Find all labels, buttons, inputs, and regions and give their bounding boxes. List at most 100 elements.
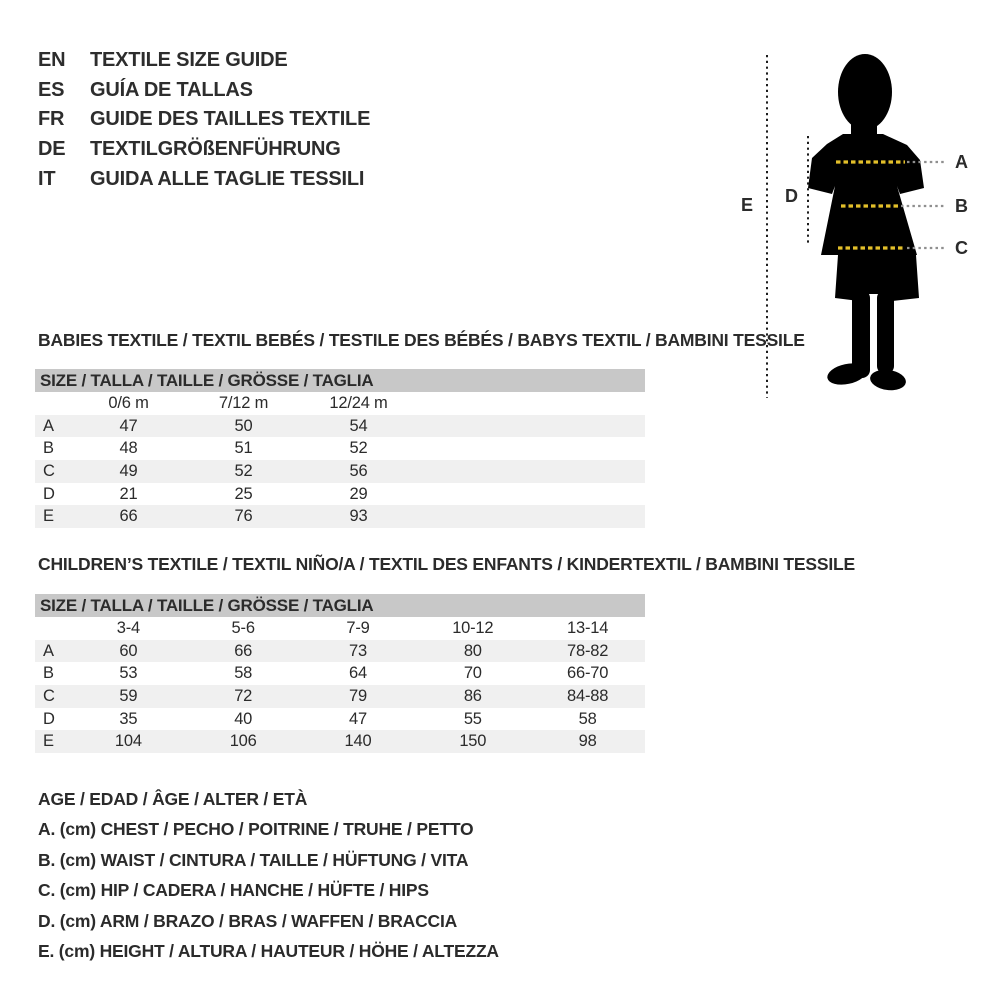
table-cell: 54 [349, 416, 368, 435]
row-label: D [43, 709, 55, 728]
table-cell: 60 [119, 641, 138, 660]
table-row: E 104 106 140 150 98 [35, 730, 645, 754]
language-row-it: IT GUIDA ALLE TAGLIE TESSILI [38, 164, 370, 194]
silhouette-shorts [835, 255, 919, 302]
table-cell: 47 [119, 416, 138, 435]
table-cell: 93 [349, 507, 368, 526]
table-cell: 98 [578, 732, 597, 751]
language-code: EN [38, 49, 66, 72]
chest-label: A [955, 152, 968, 172]
table-cell: 66 [234, 641, 253, 660]
row-label: E [43, 507, 54, 526]
silhouette-left-leg [852, 290, 870, 378]
babies-section-title: BABIES TEXTILE / TEXTIL BEBÉS / TESTILE … [38, 330, 805, 350]
table-cell: 21 [119, 484, 138, 503]
table-cell: 78-82 [567, 641, 609, 660]
column-header: 7/12 m [218, 394, 269, 412]
table-row: C 59 72 79 86 84-88 [35, 685, 645, 708]
language-row-de: DE TEXTILGRÖßENFÜHRUNG [38, 135, 370, 165]
table-cell: 150 [459, 732, 487, 751]
table-row: D 21 25 29 [35, 483, 645, 506]
table-cell: 55 [463, 709, 482, 728]
table-cell: 104 [114, 732, 142, 751]
table-cell: 59 [119, 687, 138, 706]
language-title: TEXTILGRÖßENFÜHRUNG [90, 138, 341, 161]
silhouette-right-leg [877, 290, 894, 374]
legend-arm: D. (cm) ARM / BRAZO / BRAS / WAFFEN / BR… [38, 910, 458, 931]
measurement-legend: AGE / EDAD / ÂGE / ALTER / ETÀ A. (cm) C… [38, 784, 499, 966]
hip-label: C [955, 238, 968, 258]
silhouette-right-foot [870, 369, 906, 391]
column-header: 3-4 [116, 619, 140, 637]
table-row: C 49 52 56 [35, 460, 645, 483]
row-label: B [43, 664, 54, 683]
column-header: 10-12 [452, 619, 494, 637]
babies-size-table: SIZE / TALLA / TAILLE / GRÖSSE / TAGLIA … [35, 369, 645, 529]
table-cell: 25 [234, 484, 253, 503]
child-silhouette [808, 54, 924, 391]
table-cell: 76 [234, 507, 253, 526]
legend-hip: C. (cm) HIP / CADERA / HANCHE / HÜFTE / … [38, 880, 429, 901]
table-cell: 72 [234, 687, 253, 706]
table-row: A 60 66 73 80 78-82 [35, 639, 645, 663]
table-cell: 58 [578, 709, 597, 728]
children-size-table: SIZE / TALLA / TAILLE / GRÖSSE / TAGLIA … [35, 594, 645, 754]
table-cell: 140 [344, 732, 372, 751]
table-cell: 52 [234, 462, 253, 481]
table-cell: 64 [349, 664, 367, 683]
table-cell: 40 [234, 709, 253, 728]
language-list: EN TEXTILE SIZE GUIDE ES GUÍA DE TALLAS … [38, 46, 370, 194]
table-cell: 49 [119, 462, 138, 481]
column-header-row: 3-4 5-6 7-9 10-12 13-14 [35, 617, 645, 640]
language-row-fr: FR GUIDE DES TAILLES TEXTILE [38, 105, 370, 135]
row-label [35, 617, 71, 640]
table-cell: 53 [119, 664, 138, 683]
language-code: IT [38, 167, 56, 190]
row-label: A [43, 416, 54, 435]
table-cell: 52 [349, 439, 368, 458]
table-cell: 58 [234, 664, 253, 683]
table-cell: 66 [119, 507, 138, 526]
column-header-row: 0/6 m 7/12 m 12/24 m [35, 392, 645, 415]
table-cell: 79 [349, 687, 367, 706]
column-header: 7-9 [346, 619, 370, 637]
children-section-title: CHILDREN’S TEXTILE / TEXTIL NIÑO/A / TEX… [38, 554, 855, 574]
table-row: B 48 51 52 [35, 437, 645, 460]
silhouette-head [838, 54, 892, 130]
table-cell: 73 [349, 641, 367, 660]
size-header-bar: SIZE / TALLA / TAILLE / GRÖSSE / TAGLIA [35, 594, 645, 617]
column-header: 12/24 m [329, 394, 388, 412]
height-label: E [741, 195, 753, 215]
row-label: E [43, 732, 54, 751]
legend-height: E. (cm) HEIGHT / ALTURA / HAUTEUR / HÖHE… [38, 940, 499, 961]
table-cell: 29 [349, 484, 368, 503]
table-cell: 35 [119, 709, 138, 728]
table-row: D 35 40 47 55 58 [35, 708, 645, 731]
language-code: DE [38, 138, 66, 161]
table-cell: 51 [234, 439, 253, 458]
language-title: GUÍA DE TALLAS [90, 78, 253, 101]
legend-chest: A. (cm) CHEST / PECHO / POITRINE / TRUHE… [38, 819, 474, 840]
table-cell: 56 [349, 462, 368, 481]
silhouette-tshirt [808, 134, 924, 255]
table-cell: 50 [234, 416, 253, 435]
row-label: B [43, 439, 54, 458]
size-header-bar: SIZE / TALLA / TAILLE / GRÖSSE / TAGLIA [35, 369, 645, 392]
row-label: A [43, 641, 54, 660]
column-header: 5-6 [231, 619, 255, 637]
language-title: TEXTILE SIZE GUIDE [90, 49, 288, 72]
column-header: 13-14 [567, 619, 609, 637]
row-label: D [43, 484, 55, 503]
language-title: GUIDA ALLE TAGLIE TESSILI [90, 167, 365, 190]
row-label: C [43, 687, 55, 706]
language-row-es: ES GUÍA DE TALLAS [38, 76, 370, 106]
row-label: C [43, 462, 55, 481]
table-cell: 66-70 [567, 664, 609, 683]
table-cell: 80 [463, 641, 482, 660]
language-row-en: EN TEXTILE SIZE GUIDE [38, 46, 370, 76]
table-row: B 53 58 64 70 66-70 [35, 662, 645, 685]
table-cell: 70 [463, 664, 482, 683]
table-cell: 48 [119, 439, 138, 458]
language-title: GUIDE DES TAILLES TEXTILE [90, 108, 371, 131]
column-header: 0/6 m [108, 394, 149, 412]
